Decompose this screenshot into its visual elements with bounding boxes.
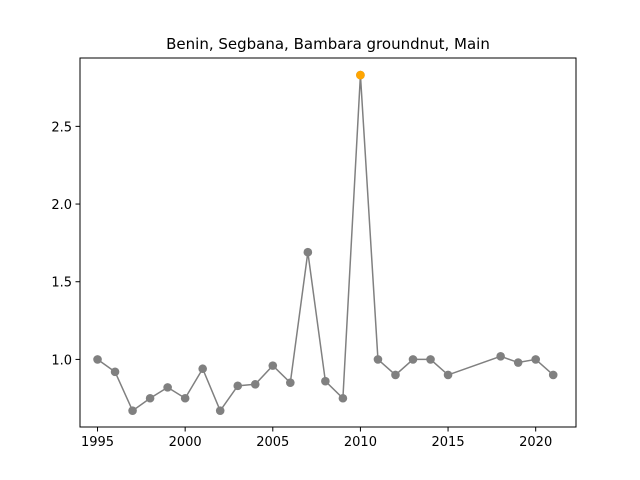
highlight-point (356, 70, 365, 80)
data-point (548, 370, 558, 380)
data-point (408, 355, 418, 364)
data-point (198, 364, 207, 374)
x-tick-label: 2015 (432, 435, 465, 450)
plot-area: 1995 2000 2005 2010 2015 2020 1.0 1.5 2.0 2.5 (51, 57, 577, 450)
data-point (233, 381, 243, 391)
data-point (93, 355, 102, 364)
x-tick-label: 2005 (256, 435, 289, 450)
plot-frame (79, 57, 577, 428)
data-point (250, 379, 260, 389)
data-point (513, 358, 523, 367)
x-tick-label: 2010 (344, 435, 377, 450)
y-tick-label: 2.5 (51, 120, 72, 135)
data-point (268, 361, 278, 370)
data-point (443, 370, 453, 380)
data-point (373, 355, 383, 364)
x-tick-label: 2020 (519, 435, 552, 450)
data-point (531, 355, 540, 364)
data-point (496, 352, 505, 361)
data-point (391, 370, 400, 380)
data-point (180, 393, 190, 403)
data-point (426, 355, 435, 364)
data-point (321, 376, 330, 386)
data-point (128, 406, 137, 415)
data-point (215, 406, 225, 415)
data-point (286, 378, 295, 388)
x-tick-label: 2000 (169, 435, 202, 450)
data-point (163, 383, 172, 392)
y-tick-label: 1.0 (51, 353, 72, 368)
data-point (338, 393, 348, 403)
y-tick-label: 2.0 (51, 198, 72, 213)
y-tick-label: 1.5 (51, 276, 72, 291)
data-point (145, 393, 155, 403)
series-line (97, 75, 554, 413)
chart-title: Benin, Segbana, Bambara groundnut, Main (166, 35, 490, 53)
data-point (303, 247, 313, 257)
x-tick-label: 1995 (81, 435, 114, 450)
data-point (110, 367, 120, 377)
